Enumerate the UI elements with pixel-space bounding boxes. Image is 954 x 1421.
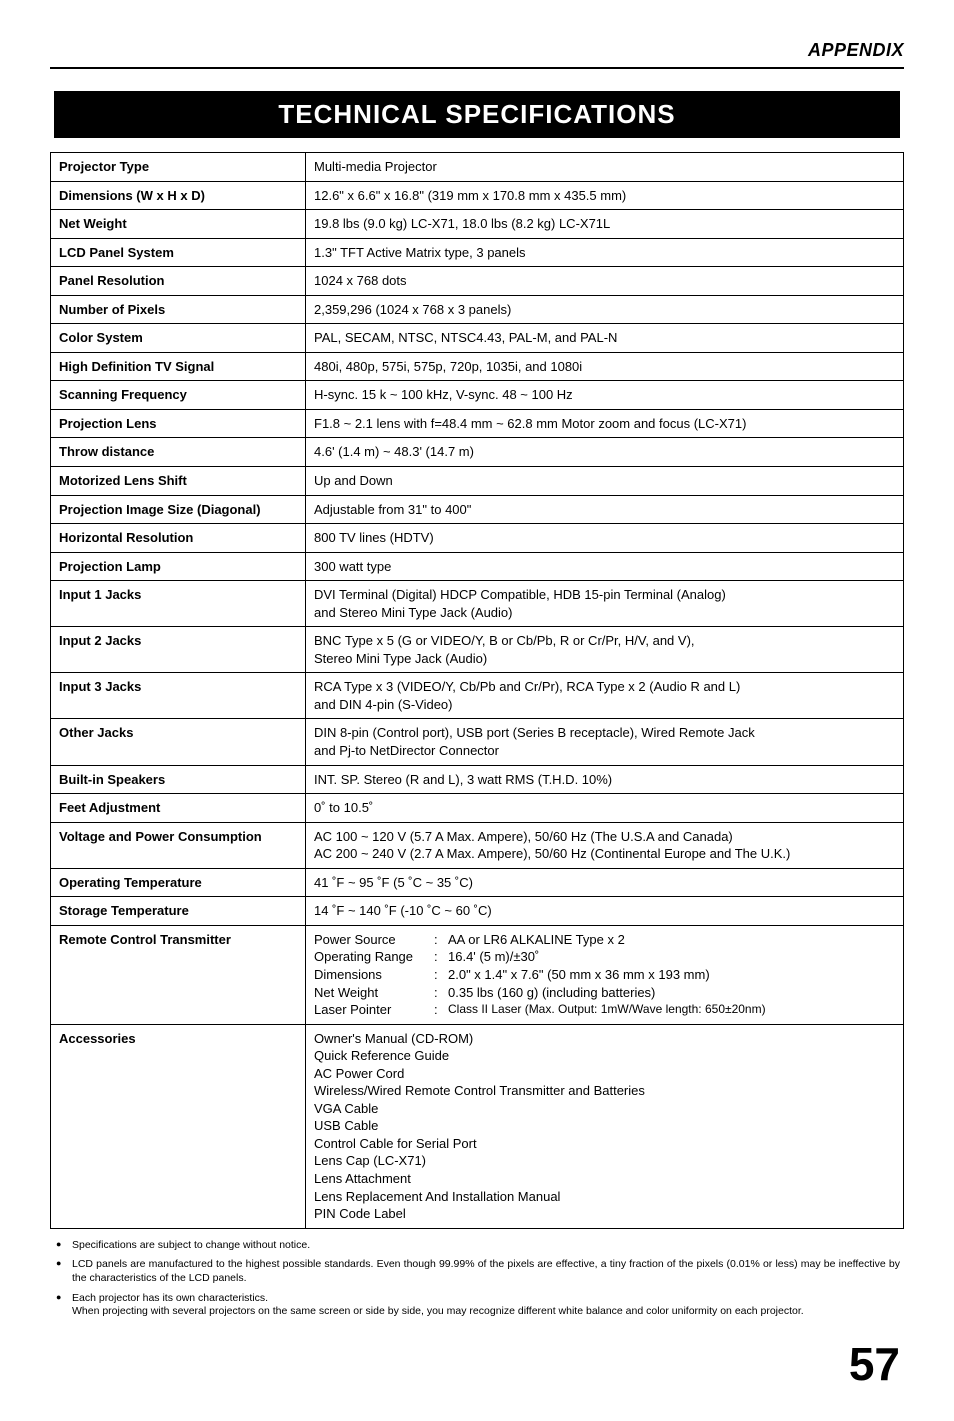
table-row: LCD Panel System1.3" TFT Active Matrix t… xyxy=(51,238,904,267)
spec-value: 480i, 480p, 575i, 575p, 720p, 1035i, and… xyxy=(306,352,904,381)
spec-value: 41 ˚F ~ 95 ˚F (5 ˚C ~ 35 ˚C) xyxy=(306,868,904,897)
spec-label: Accessories xyxy=(51,1024,306,1228)
spec-value: DVI Terminal (Digital) HDCP Compatible, … xyxy=(306,581,904,627)
table-row: Panel Resolution1024 x 768 dots xyxy=(51,267,904,296)
spec-label: Input 1 Jacks xyxy=(51,581,306,627)
footnotes: Specifications are subject to change wit… xyxy=(54,1239,900,1319)
spec-label: Operating Temperature xyxy=(51,868,306,897)
spec-label: Built-in Speakers xyxy=(51,765,306,794)
spec-value: 19.8 lbs (9.0 kg) LC-X71, 18.0 lbs (8.2 … xyxy=(306,210,904,239)
table-row: Color SystemPAL, SECAM, NTSC, NTSC4.43, … xyxy=(51,324,904,353)
spec-label: Storage Temperature xyxy=(51,897,306,926)
spec-value: Owner's Manual (CD-ROM)Quick Reference G… xyxy=(306,1024,904,1228)
spec-value: F1.8 ~ 2.1 lens with f=48.4 mm ~ 62.8 mm… xyxy=(306,409,904,438)
spec-label: Net Weight xyxy=(51,210,306,239)
spec-label: Color System xyxy=(51,324,306,353)
table-row: Input 1 JacksDVI Terminal (Digital) HDCP… xyxy=(51,581,904,627)
table-row: Dimensions (W x H x D)12.6" x 6.6" x 16.… xyxy=(51,181,904,210)
spec-label: Input 2 Jacks xyxy=(51,627,306,673)
table-row: Scanning FrequencyH-sync. 15 k ~ 100 kHz… xyxy=(51,381,904,410)
table-row: Net Weight19.8 lbs (9.0 kg) LC-X71, 18.0… xyxy=(51,210,904,239)
spec-value: 12.6" x 6.6" x 16.8" (319 mm x 170.8 mm … xyxy=(306,181,904,210)
table-row: Projection Image Size (Diagonal)Adjustab… xyxy=(51,495,904,524)
table-row: Input 2 JacksBNC Type x 5 (G or VIDEO/Y,… xyxy=(51,627,904,673)
spec-label: Projection Lens xyxy=(51,409,306,438)
spec-value: AC 100 ~ 120 V (5.7 A Max. Ampere), 50/6… xyxy=(306,822,904,868)
spec-value: 1.3" TFT Active Matrix type, 3 panels xyxy=(306,238,904,267)
spec-label: Horizontal Resolution xyxy=(51,524,306,553)
spec-value: H-sync. 15 k ~ 100 kHz, V-sync. 48 ~ 100… xyxy=(306,381,904,410)
spec-label: Panel Resolution xyxy=(51,267,306,296)
spec-label: Feet Adjustment xyxy=(51,794,306,823)
spec-value: 0˚ to 10.5˚ xyxy=(306,794,904,823)
spec-label: LCD Panel System xyxy=(51,238,306,267)
spec-label: Voltage and Power Consumption xyxy=(51,822,306,868)
spec-value: RCA Type x 3 (VIDEO/Y, Cb/Pb and Cr/Pr),… xyxy=(306,673,904,719)
spec-label: Other Jacks xyxy=(51,719,306,765)
table-row: Projection LensF1.8 ~ 2.1 lens with f=48… xyxy=(51,409,904,438)
table-row: Throw distance4.6' (1.4 m) ~ 48.3' (14.7… xyxy=(51,438,904,467)
footnote-item: LCD panels are manufactured to the highe… xyxy=(54,1258,900,1285)
spec-label: Motorized Lens Shift xyxy=(51,467,306,496)
spec-value: Multi-media Projector xyxy=(306,153,904,182)
spec-value: 2,359,296 (1024 x 768 x 3 panels) xyxy=(306,295,904,324)
table-row: Feet Adjustment0˚ to 10.5˚ xyxy=(51,794,904,823)
table-row: Projector TypeMulti-media Projector xyxy=(51,153,904,182)
table-row: Number of Pixels2,359,296 (1024 x 768 x … xyxy=(51,295,904,324)
table-row: Built-in SpeakersINT. SP. Stereo (R and … xyxy=(51,765,904,794)
spec-value: Power Source:AA or LR6 ALKALINE Type x 2… xyxy=(306,925,904,1024)
spec-table: Projector TypeMulti-media ProjectorDimen… xyxy=(50,152,904,1229)
table-row: Other JacksDIN 8-pin (Control port), USB… xyxy=(51,719,904,765)
spec-value: Adjustable from 31" to 400" xyxy=(306,495,904,524)
table-row: Storage Temperature14 ˚F ~ 140 ˚F (-10 ˚… xyxy=(51,897,904,926)
spec-label: Projection Image Size (Diagonal) xyxy=(51,495,306,524)
table-row: Input 3 JacksRCA Type x 3 (VIDEO/Y, Cb/P… xyxy=(51,673,904,719)
spec-value: 300 watt type xyxy=(306,552,904,581)
section-label: APPENDIX xyxy=(50,40,904,69)
spec-value: PAL, SECAM, NTSC, NTSC4.43, PAL-M, and P… xyxy=(306,324,904,353)
table-row: High Definition TV Signal480i, 480p, 575… xyxy=(51,352,904,381)
footnote-item: Specifications are subject to change wit… xyxy=(54,1239,900,1253)
table-row: Motorized Lens ShiftUp and Down xyxy=(51,467,904,496)
spec-value: BNC Type x 5 (G or VIDEO/Y, B or Cb/Pb, … xyxy=(306,627,904,673)
table-row: Operating Temperature41 ˚F ~ 95 ˚F (5 ˚C… xyxy=(51,868,904,897)
spec-value: INT. SP. Stereo (R and L), 3 watt RMS (T… xyxy=(306,765,904,794)
spec-label: High Definition TV Signal xyxy=(51,352,306,381)
page-title: TECHNICAL SPECIFICATIONS xyxy=(54,91,900,138)
spec-label: Dimensions (W x H x D) xyxy=(51,181,306,210)
spec-value: 14 ˚F ~ 140 ˚F (-10 ˚C ~ 60 ˚C) xyxy=(306,897,904,926)
spec-label: Throw distance xyxy=(51,438,306,467)
table-row: AccessoriesOwner's Manual (CD-ROM)Quick … xyxy=(51,1024,904,1228)
table-row: Voltage and Power ConsumptionAC 100 ~ 12… xyxy=(51,822,904,868)
spec-value: 4.6' (1.4 m) ~ 48.3' (14.7 m) xyxy=(306,438,904,467)
spec-value: 1024 x 768 dots xyxy=(306,267,904,296)
spec-label: Scanning Frequency xyxy=(51,381,306,410)
spec-value: Up and Down xyxy=(306,467,904,496)
table-row: Projection Lamp300 watt type xyxy=(51,552,904,581)
spec-label: Projector Type xyxy=(51,153,306,182)
spec-label: Input 3 Jacks xyxy=(51,673,306,719)
spec-label: Number of Pixels xyxy=(51,295,306,324)
spec-value: DIN 8-pin (Control port), USB port (Seri… xyxy=(306,719,904,765)
footnote-item: Each projector has its own characteristi… xyxy=(54,1292,900,1319)
page-number: 57 xyxy=(50,1337,904,1391)
spec-label: Projection Lamp xyxy=(51,552,306,581)
table-row: Horizontal Resolution800 TV lines (HDTV) xyxy=(51,524,904,553)
table-row: Remote Control TransmitterPower Source:A… xyxy=(51,925,904,1024)
spec-value: 800 TV lines (HDTV) xyxy=(306,524,904,553)
spec-label: Remote Control Transmitter xyxy=(51,925,306,1024)
